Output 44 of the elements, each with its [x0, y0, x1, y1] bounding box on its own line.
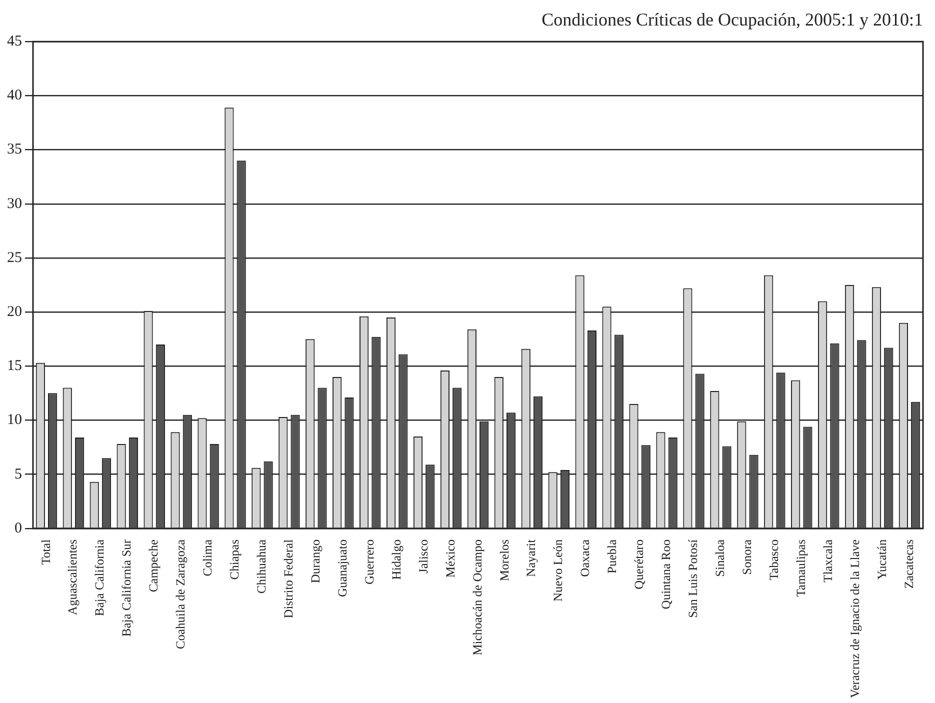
x-tick-label: Tlaxcala — [820, 538, 835, 582]
x-tick-label: San Luis Potosí — [686, 538, 700, 618]
x-tick-label: Tamaulipas — [794, 539, 808, 597]
x-tick-label: Querétaro — [632, 539, 646, 590]
x-tick-label: Yucatán — [874, 538, 889, 580]
x-tick-label: Morelos — [497, 539, 512, 582]
x-tick-label: Baja California Sur — [120, 538, 134, 637]
y-tick-label: 35 — [7, 142, 22, 158]
x-tick-label: Chiapas — [228, 539, 242, 580]
x-tick-label: Guanajuato — [335, 539, 350, 598]
y-tick-label: 45 — [7, 34, 22, 50]
x-tick-label: Total — [38, 538, 53, 565]
x-tick-label: Nayarit — [524, 538, 538, 577]
x-tick-label: Sinaloa — [713, 538, 728, 577]
x-tick-label: Baja California — [92, 538, 107, 616]
x-tick-label: Nuevo León — [551, 538, 566, 602]
y-tick-label: 5 — [14, 466, 22, 482]
x-tick-label: Durango — [308, 539, 322, 584]
x-tick-label: Chihuahua — [254, 538, 269, 594]
x-tick-label: Jalisco — [416, 539, 430, 574]
y-tick-label: 25 — [7, 250, 22, 266]
x-tick-label: Distrito Federal — [281, 538, 296, 618]
x-tick-label: Hidalgo — [389, 539, 404, 580]
x-tick-label: Tabasco — [766, 539, 781, 580]
y-tick-label: 10 — [7, 412, 22, 428]
x-tick-label: Zacatecas — [902, 539, 916, 589]
x-tick-label: Campeche — [146, 538, 161, 592]
x-tick-label: Michoacán de Ocampo — [470, 539, 484, 656]
x-tick-label: Sonora — [740, 538, 754, 575]
y-tick-label: 20 — [7, 304, 22, 320]
x-tick-label: Aguascalientes — [66, 539, 80, 616]
x-tick-label: Quintana Roo — [659, 539, 674, 610]
chart-title: Condiciones Críticas de Ocupación, 2005:1 y 2010:1 — [542, 10, 923, 30]
x-tick-label: Puebla — [605, 538, 620, 574]
y-tick-label: 15 — [7, 358, 22, 374]
y-tick-label: 0 — [14, 520, 22, 536]
x-tick-label: México — [443, 539, 458, 578]
x-tick-label: Veracruz de Ignacio de la Llave — [848, 538, 862, 698]
x-tick-label: Oaxaca — [578, 538, 592, 577]
x-tick-label: Colima — [200, 538, 215, 576]
y-tick-label: 40 — [7, 88, 22, 104]
y-tick-label: 30 — [7, 196, 22, 212]
x-tick-label: Coahuila de Zaragoza — [174, 538, 188, 650]
x-tick-label: Guerrero — [362, 539, 376, 585]
